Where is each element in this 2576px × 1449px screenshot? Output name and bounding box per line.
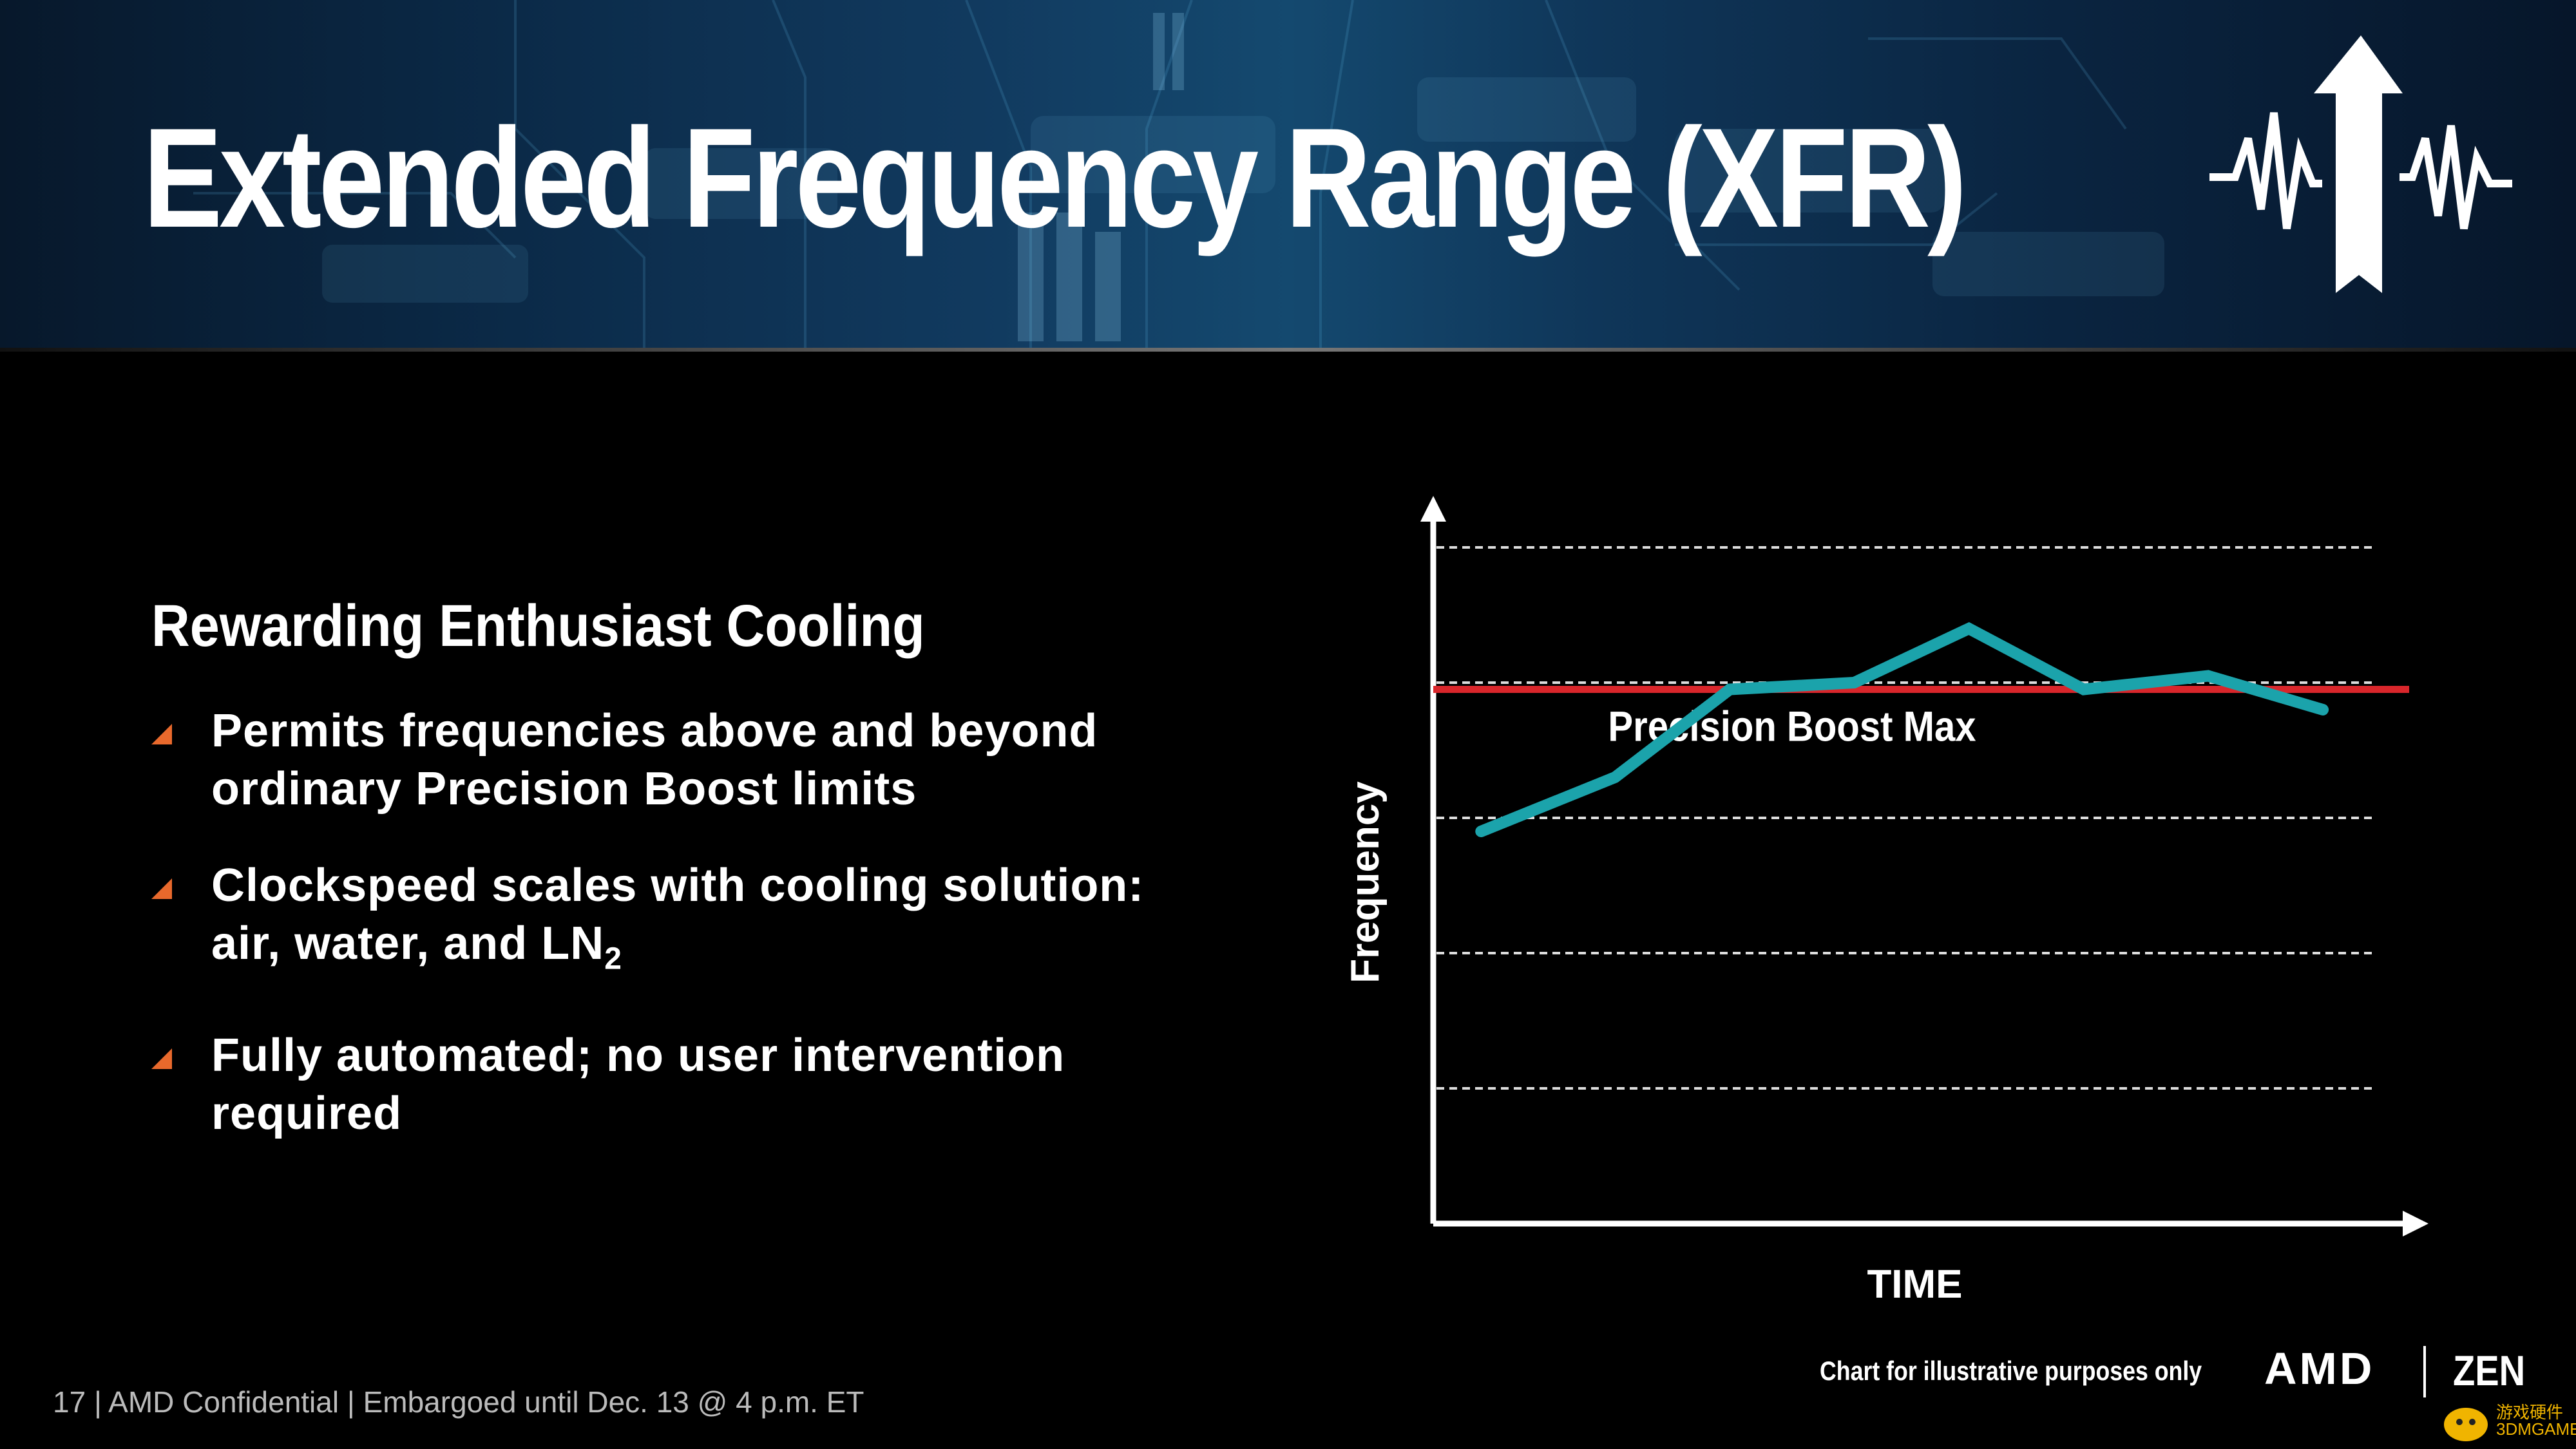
header-banner: Extended Frequency Range (XFR) xyxy=(0,0,2576,348)
bullet-text: Fully automated; no user intervention re… xyxy=(211,1030,1065,1140)
bullet-text: Permits frequencies above and beyond ord… xyxy=(211,705,1098,815)
watermark-label: 游戏硬件 3DMGAME xyxy=(2496,1403,2576,1439)
bullet-subscript: 2 xyxy=(604,942,622,976)
amd-logo: AMD xyxy=(2264,1343,2375,1394)
frequency-series-line xyxy=(1475,621,2329,837)
y-axis-label: Frequency xyxy=(1343,781,1388,983)
watermark-text: 游戏硬件 3DMGAME xyxy=(2496,1404,2576,1437)
y-axis-arrow-icon xyxy=(1420,496,1446,522)
bullet-item: Clockspeed scales with cooling solution:… xyxy=(151,857,1182,988)
bullet-item: Fully automated; no user intervention re… xyxy=(151,1027,1182,1142)
slide-title: Extended Frequency Range (XFR) xyxy=(143,99,1967,257)
banner-divider xyxy=(0,348,2576,352)
footer-confidential: 17 | AMD Confidential | Embargoed until … xyxy=(53,1385,864,1419)
data-point xyxy=(1614,777,1616,778)
bullet-text-with-subscript: Clockspeed scales with cooling solution:… xyxy=(211,857,1178,988)
bullet-triangle-icon xyxy=(151,878,172,899)
bullet-triangle-icon xyxy=(151,724,172,744)
x-axis-label: TIME xyxy=(1867,1262,1962,1307)
x-axis-arrow-icon xyxy=(2403,1211,2428,1236)
bullet-list: Permits frequencies above and beyond ord… xyxy=(151,702,1182,1181)
data-point xyxy=(2322,709,2324,710)
data-point xyxy=(1729,688,1731,690)
xfr-arrow-icon xyxy=(2209,35,2512,293)
zen-logo: ZEN xyxy=(2453,1347,2526,1394)
section-heading: Rewarding Enthusiast Cooling xyxy=(151,593,925,659)
data-point xyxy=(2207,675,2209,677)
logo-divider xyxy=(2423,1346,2426,1397)
data-point xyxy=(1853,682,1855,683)
bullet-text: Clockspeed scales with cooling solution:… xyxy=(211,860,1145,969)
data-point xyxy=(2083,688,2085,690)
bullet-triangle-icon xyxy=(151,1048,172,1070)
bullet-item: Permits frequencies above and beyond ord… xyxy=(151,702,1182,818)
data-point xyxy=(1480,831,1482,832)
circuit-background xyxy=(193,0,2164,348)
data-point xyxy=(1968,628,1970,629)
chart-disclaimer: Chart for illustrative purposes only xyxy=(1820,1356,2202,1386)
watermark-mascot-icon xyxy=(2444,1408,2488,1441)
